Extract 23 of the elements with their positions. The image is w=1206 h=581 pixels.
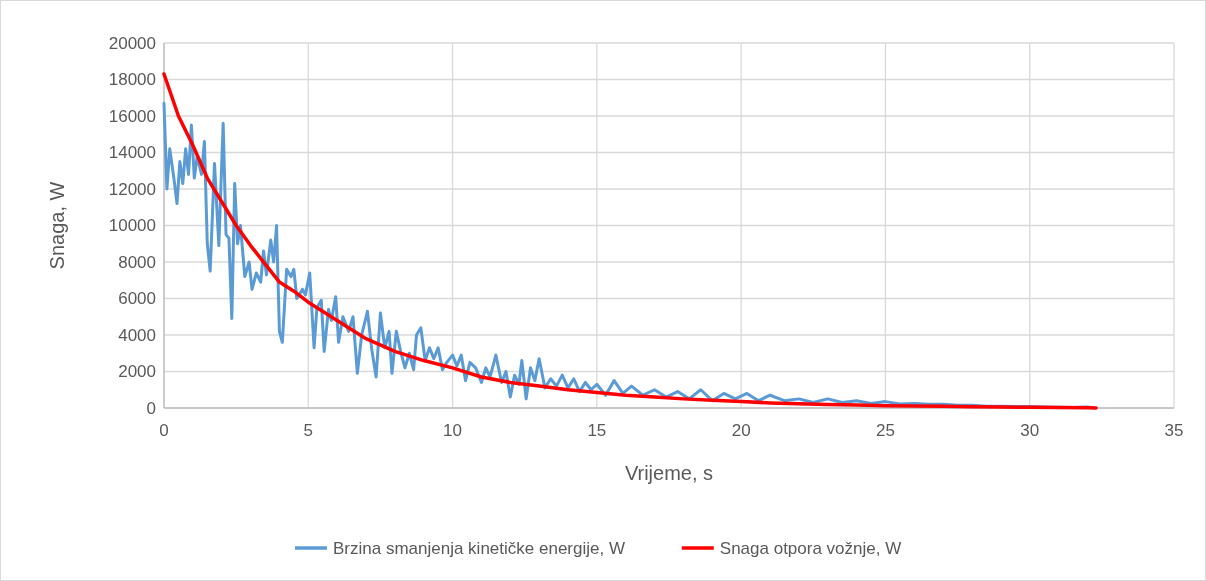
x-tick-label: 25 [875, 421, 895, 440]
y-tick-label: 16000 [108, 106, 156, 126]
y-tick-label: 6000 [118, 289, 156, 309]
y-tick-label: 4000 [118, 325, 156, 345]
x-tick-label: 20 [731, 421, 751, 440]
x-axis-title: Vrijeme, s [624, 462, 714, 484]
y-tick-label: 8000 [118, 252, 156, 272]
y-tick-label: 20000 [108, 33, 156, 53]
x-tick-label: 15 [587, 421, 607, 440]
y-axis-title: Snaga, W [46, 181, 68, 270]
x-tick-label: 5 [303, 421, 314, 440]
y-tick-label: 18000 [108, 70, 156, 90]
x-tick-label: 10 [443, 421, 463, 440]
y-tick-label: 14000 [108, 143, 156, 163]
legend-label: Brzina smanjenja kinetičke energije, W [333, 538, 625, 558]
y-tick-label: 2000 [118, 362, 156, 382]
x-tick-label: 35 [1164, 421, 1184, 440]
x-tick-label: 30 [1020, 421, 1040, 440]
y-tick-label: 10000 [108, 216, 156, 236]
x-tick-label: 0 [159, 421, 169, 440]
legend-label: Snaga otpora vožnje, W [719, 538, 902, 558]
y-tick-label: 0 [146, 398, 156, 418]
y-tick-label: 12000 [108, 179, 156, 199]
